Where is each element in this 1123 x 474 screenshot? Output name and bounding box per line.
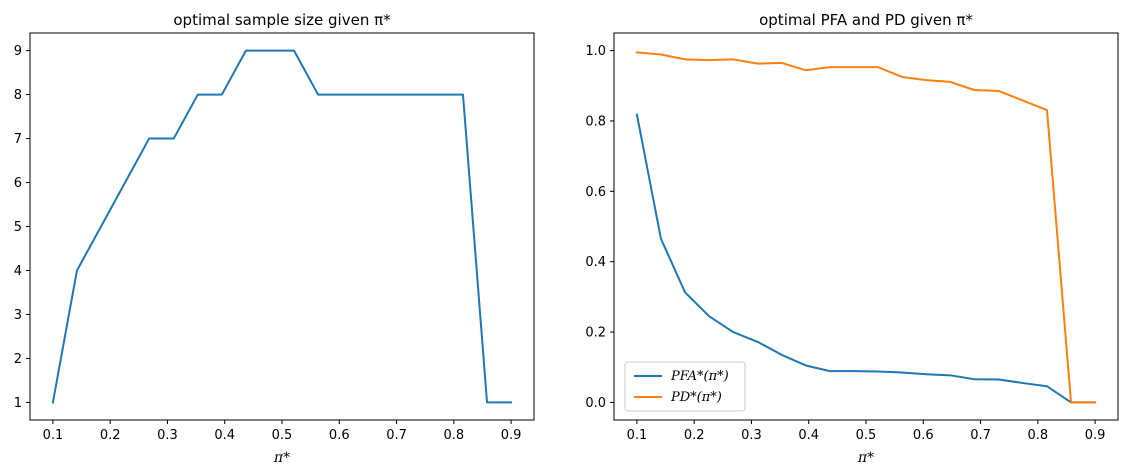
chart-right-ytick-label: 0.4 [585, 255, 606, 270]
chart-left-ytick-label: 6 [14, 176, 22, 191]
chart-right-xtick-label: 0.3 [741, 428, 762, 443]
chart-right-ytick-label: 0.6 [585, 185, 606, 200]
chart-left-xtick-label: 0.9 [501, 428, 522, 443]
chart-left-xlabel: π* [273, 450, 290, 466]
chart-left-xtick-label: 0.6 [329, 428, 350, 443]
chart-right-ytick-label: 0.8 [585, 114, 606, 129]
chart-right-xtick-label: 0.4 [798, 428, 819, 443]
chart-right-xlabel: π* [857, 450, 874, 466]
chart-right-xtick-label: 0.5 [856, 428, 877, 443]
chart-left-xtick-label: 0.1 [43, 428, 64, 443]
chart-left-ytick-label: 9 [14, 44, 22, 59]
chart-left-plot-area: 0.1 0.2 0.3 0.4 0.5 0.6 0.7 0.8 0.9 1 2 3 4 5 6 7 8 9 [14, 32, 535, 443]
chart-right-series-0-line [635, 113, 1097, 404]
chart-right-xtick-label: 0.7 [970, 428, 991, 443]
chart-right-xtick-label: 0.6 [913, 428, 934, 443]
chart-left-xtick-label: 0.4 [214, 428, 235, 443]
chart-left-ytick-label: 8 [14, 88, 22, 103]
chart-right-xtick-label: 0.1 [627, 428, 648, 443]
chart-right-ytick-label: 0.0 [585, 396, 606, 411]
chart-right-legend: PFA*(π*) PD*(π*) [624, 361, 746, 412]
chart-left-ytick-label: 5 [14, 220, 22, 235]
chart-left: optimal sample size given π* 0.1 0.2 0.3 0.… [14, 11, 535, 466]
chart-left-ytick-label: 3 [14, 308, 22, 323]
legend-frame [624, 361, 746, 412]
chart-left-xtick-label: 0.3 [157, 428, 178, 443]
chart-right-xtick-label: 0.2 [684, 428, 705, 443]
chart-right-xtick-label: 0.8 [1027, 428, 1048, 443]
chart-right-series-1-line [635, 51, 1097, 404]
chart-left-title: optimal sample size given π* [173, 11, 391, 29]
chart-left-ytick-label: 7 [14, 132, 22, 147]
legend-label-pfa: PFA*(π*) [670, 369, 729, 384]
chart-right-ytick-label: 1.0 [585, 44, 606, 59]
chart-right: optimal PFA and PD given π* 0.1 0.2 0.3 0.4… [585, 11, 1119, 466]
legend-label-pd: PD*(π*) [670, 390, 722, 405]
chart-left-ytick-label: 4 [14, 264, 22, 279]
chart-left-xtick-label: 0.5 [272, 428, 293, 443]
chart-right-xtick-label: 0.9 [1085, 428, 1106, 443]
chart-left-xtick-label: 0.7 [386, 428, 407, 443]
chart-left-xtick-label: 0.8 [443, 428, 464, 443]
chart-right-ytick-label: 0.2 [585, 326, 606, 341]
chart-left-ytick-label: 2 [14, 352, 22, 367]
chart-left-ytick-label: 1 [14, 396, 22, 411]
chart-right-title: optimal PFA and PD given π* [759, 11, 973, 29]
chart-right-plot-area: 0.1 0.2 0.3 0.4 0.5 0.6 0.7 0.8 0.9 0.0 0.2 0.4 0.6 0… [585, 32, 1119, 443]
chart-left-series-0-line [51, 49, 513, 404]
chart-left-xtick-label: 0.2 [100, 428, 121, 443]
